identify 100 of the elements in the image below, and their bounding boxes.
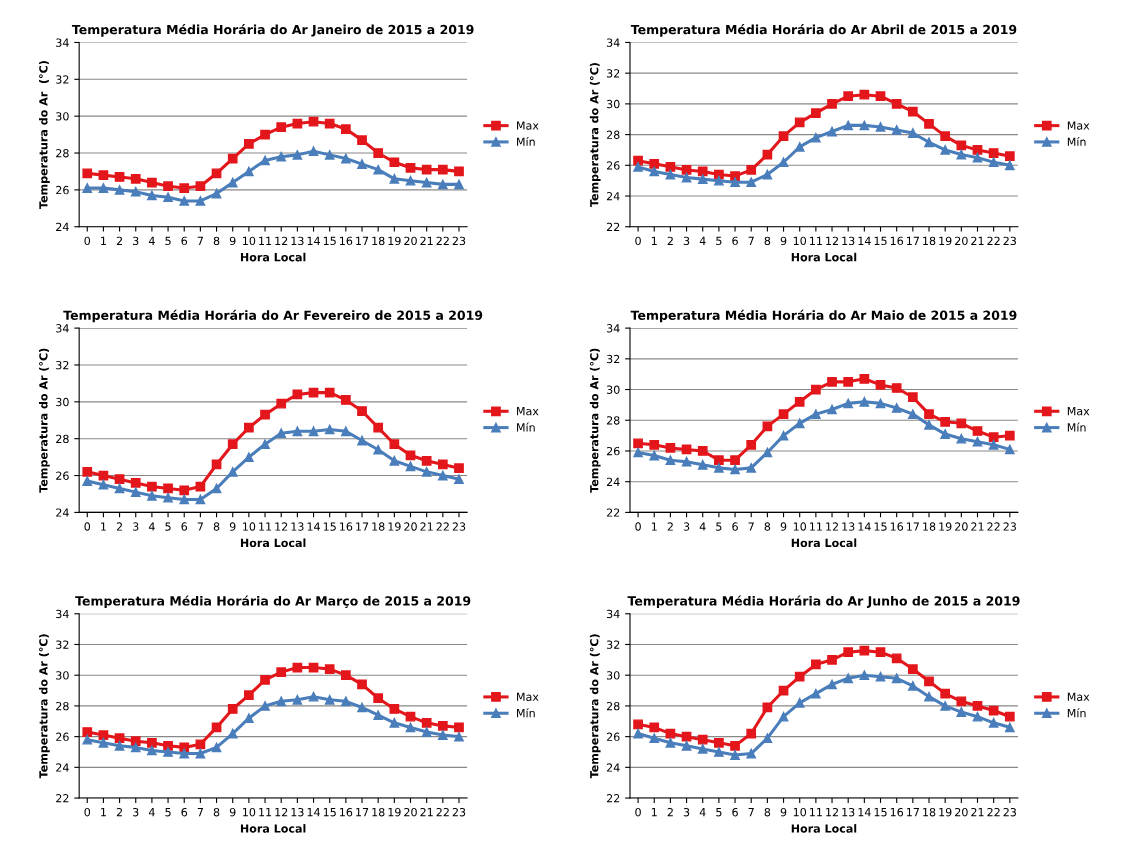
point: [827, 679, 837, 690]
point: [114, 740, 125, 751]
point: [147, 490, 157, 501]
y-tick-label: 32: [56, 360, 69, 370]
point: [389, 717, 400, 728]
point: [956, 418, 967, 429]
point: [308, 426, 319, 437]
point: [843, 120, 854, 131]
point: [163, 181, 173, 192]
point: [649, 166, 660, 177]
point: [308, 116, 319, 127]
point: [357, 435, 367, 446]
point: [227, 466, 238, 477]
x-tick-label: 23: [1003, 236, 1016, 246]
x-tick-label: 23: [452, 236, 466, 246]
point: [308, 146, 319, 157]
x-tick-label: 15: [323, 236, 336, 246]
point: [907, 128, 918, 138]
point: [179, 485, 190, 496]
point: [114, 172, 125, 182]
y-tick-label: 26: [56, 471, 69, 480]
x-tick-label: 5: [165, 808, 171, 817]
point: [891, 673, 902, 684]
x-tick-label: 15: [323, 522, 336, 531]
x-tick-label: 10: [243, 236, 256, 246]
point: [454, 474, 464, 485]
x-tick-label: 1: [101, 808, 106, 817]
y-tick-label: 30: [606, 671, 620, 680]
point: [940, 416, 951, 427]
x-tick-label: 13: [842, 236, 855, 246]
y-tick-label: 22: [606, 508, 620, 517]
point: [811, 132, 821, 143]
point: [421, 466, 432, 477]
point: [891, 403, 902, 413]
point: [746, 728, 757, 739]
x-tick-label: 6: [732, 807, 738, 817]
point: [875, 91, 886, 102]
chart-title: Temperatura Média Horária do Ar Abril de 2015 a 2019: [630, 24, 1017, 37]
point: [163, 492, 173, 503]
point: [421, 177, 432, 188]
x-tick-label: 18: [923, 807, 936, 817]
y-tick-label: 22: [606, 222, 620, 231]
x-tick-label: 0: [635, 236, 641, 246]
point: [924, 676, 934, 687]
x-tick-label: 16: [890, 807, 904, 817]
y-tick-label: 34: [56, 38, 69, 47]
point: [227, 177, 238, 188]
point: [1004, 444, 1015, 455]
point: [907, 392, 918, 403]
point: [988, 717, 999, 728]
point: [714, 175, 724, 186]
point: [405, 175, 416, 186]
chart-title: Temperatura Média Horária do Ar Fevereiro de 2015 a 2019: [63, 309, 483, 323]
point: [405, 162, 416, 173]
point: [746, 177, 757, 188]
point: [891, 99, 902, 109]
point: [665, 443, 676, 453]
point: [195, 748, 206, 759]
x-tick-label: 18: [372, 236, 385, 246]
y-tick-label: 22: [606, 794, 620, 803]
point: [730, 740, 740, 751]
x-tick-label: 20: [955, 807, 968, 817]
x-tick-label: 17: [906, 808, 919, 817]
point: [163, 483, 173, 494]
x-tick-label: 19: [939, 807, 952, 817]
point: [244, 166, 254, 177]
x-tick-label: 18: [923, 522, 936, 531]
point: [843, 376, 854, 387]
point: [988, 157, 999, 168]
point: [340, 670, 351, 681]
x-axis-title: Hora Local: [791, 538, 857, 548]
point: [859, 396, 870, 407]
x-tick-label: 21: [420, 522, 433, 531]
point: [227, 439, 238, 450]
point: [82, 727, 93, 737]
point: [324, 387, 335, 398]
point: [1004, 722, 1015, 733]
point: [324, 664, 335, 674]
point: [147, 737, 157, 748]
x-tick-label: 20: [955, 522, 968, 531]
x-tick-label: 21: [420, 807, 433, 817]
y-axis-title: Temperatura do Ar (°C): [39, 634, 50, 779]
point: [98, 730, 109, 740]
point: [649, 158, 660, 169]
point: [956, 140, 967, 151]
point: [746, 165, 757, 175]
x-tick-label: 2: [116, 522, 122, 531]
point: [130, 186, 141, 197]
x-tick-label: 8: [764, 807, 771, 817]
point: [82, 476, 93, 486]
x-tick-label: 16: [890, 236, 904, 246]
point: [714, 737, 724, 748]
point: [340, 426, 351, 437]
legend-label: Max: [1067, 407, 1090, 416]
x-tick-label: 1: [101, 522, 106, 531]
x-tick-label: 10: [793, 522, 807, 531]
point: [827, 126, 837, 137]
x-tick-label: 9: [780, 522, 787, 531]
legend-label: Mín: [1067, 422, 1086, 432]
point: [649, 722, 660, 733]
